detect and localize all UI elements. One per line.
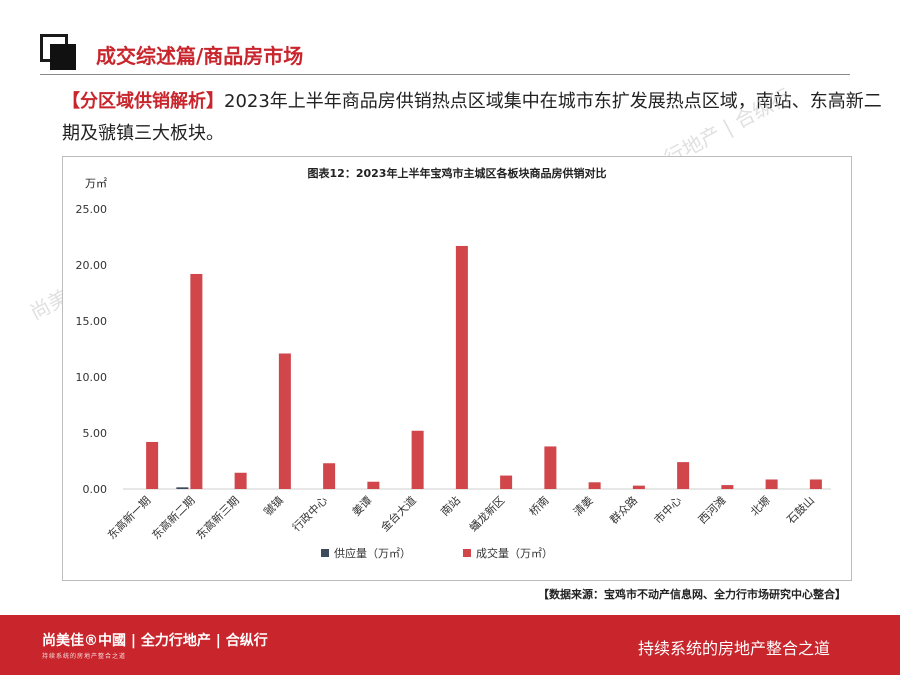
bar-deal-11 <box>632 485 645 489</box>
y-tick-label: 15.00 <box>76 315 108 328</box>
legend-swatch-1 <box>463 549 471 557</box>
intro-paragraph: 【分区域供销解析】2023年上半年商品房供销热点区域集中在城市东扩发展热点区域，… <box>62 86 882 150</box>
bar-supply-1 <box>176 487 189 489</box>
x-tick-label: 金台大道 <box>378 493 419 534</box>
intro-text: 2023年上半年商品房供销热点区域集中在城市东扩发展热点区域，南站、东高新二期及… <box>62 91 882 144</box>
footer-bar <box>0 615 900 675</box>
bar-deal-10 <box>588 482 601 489</box>
x-tick-label: 东高新三期 <box>193 493 242 542</box>
y-tick-label: 5.00 <box>83 427 108 440</box>
bar-deal-9 <box>544 446 557 489</box>
bar-deal-7 <box>455 245 468 489</box>
x-tick-label: 清姜 <box>570 493 595 518</box>
intro-tag: 【分区域供销解析】 <box>62 91 224 112</box>
x-tick-label: 西河滩 <box>695 493 728 526</box>
data-source-note: 【数据来源：宝鸡市不动产信息网、全力行市场研究中心整合】 <box>538 588 846 601</box>
bar-deal-12 <box>677 462 690 489</box>
x-tick-label: 东高新二期 <box>149 493 198 542</box>
bar-deal-15 <box>809 479 822 489</box>
section-title: 成交综述篇/商品房市场 <box>96 44 304 68</box>
bar-deal-14 <box>765 479 778 489</box>
x-tick-label: 北塬 <box>748 494 773 519</box>
bar-deal-5 <box>367 481 380 489</box>
x-tick-label: 石鼓山 <box>784 493 817 526</box>
x-tick-label: 群众路 <box>607 493 640 526</box>
x-tick-label: 东高新一期 <box>104 493 153 542</box>
chart-title: 图表12：2023年上半年宝鸡市主城区各板块商品房供销对比 <box>308 166 607 180</box>
legend-swatch-0 <box>321 549 329 557</box>
y-tick-label: 0.00 <box>83 483 108 496</box>
x-tick-label: 行政中心 <box>289 493 330 534</box>
y-tick-label: 20.00 <box>76 259 108 272</box>
bar-deal-4 <box>323 463 336 489</box>
x-tick-label: 蟠龙新区 <box>466 493 507 534</box>
x-tick-label: 南站 <box>438 493 463 518</box>
legend-label-0: 供应量（万㎡） <box>334 546 411 560</box>
bar-deal-1 <box>190 273 203 489</box>
legend-label-1: 成交量（万㎡） <box>476 546 553 560</box>
bar-deal-3 <box>278 353 291 489</box>
x-tick-label: 虢镇 <box>261 493 286 518</box>
footer-brand: 尚美佳®中國 | 全力行地产 | 合纵行 <box>42 633 268 649</box>
bar-deal-0 <box>146 441 159 489</box>
footer-brand-sub: 持续系统的房地产整合之道 <box>42 653 127 660</box>
bar-deal-8 <box>500 475 513 489</box>
y-tick-label: 10.00 <box>76 371 108 384</box>
x-tick-label: 桥南 <box>527 494 552 519</box>
bar-deal-13 <box>721 485 734 489</box>
title-divider <box>40 74 850 75</box>
bar-chart: 图表12：2023年上半年宝鸡市主城区各板块商品房供销对比 万㎡ 0.00 5.0… <box>76 166 831 560</box>
x-tick-label: 市中心 <box>651 493 684 526</box>
y-axis-unit: 万㎡ <box>85 177 107 190</box>
footer-slogan: 持续系统的房地产整合之道 <box>638 639 831 658</box>
bar-deal-2 <box>234 472 247 489</box>
y-tick-label: 25.00 <box>76 203 108 216</box>
x-tick-label: 姜谭 <box>349 493 374 518</box>
logo-mark <box>40 34 76 70</box>
chart-frame: 图表12：2023年上半年宝鸡市主城区各板块商品房供销对比 万㎡ 0.00 5.0… <box>62 156 852 581</box>
bar-deal-6 <box>411 430 424 489</box>
